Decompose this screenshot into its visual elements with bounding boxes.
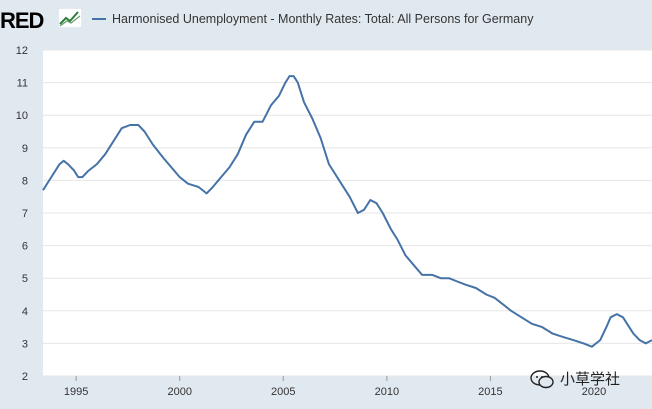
chart-legend[interactable]: Harmonised Unemployment - Monthly Rates:… [92, 12, 533, 26]
y-tick-label: 12 [16, 45, 28, 57]
y-tick-label: 11 [17, 78, 28, 90]
y-tick-label: 10 [16, 110, 28, 122]
y-axis-ticks: 2 3 4 5 6 7 8 9 10 11 12 [16, 45, 28, 383]
watermark-text: 小草学社 [560, 371, 621, 388]
y-tick-label: 4 [22, 306, 28, 318]
chart-header: RED Harmonised Unemployment - Monthly Ra… [0, 0, 652, 40]
gridlines [43, 49, 652, 377]
series-group [42, 75, 652, 348]
x-tick-label: 2015 [478, 386, 502, 398]
watermark: 小草学社 [530, 368, 620, 389]
x-tick-label: 2020 [582, 386, 606, 398]
y-tick-label: 2 [22, 371, 28, 383]
y-tick-label: 8 [22, 175, 28, 187]
y-tick-label: 6 [22, 241, 28, 253]
x-tick-label: 2010 [375, 386, 399, 398]
x-tick-label: 2000 [167, 386, 191, 398]
wechat-icon [530, 369, 554, 388]
legend-swatch [92, 18, 106, 20]
x-axis-ticks: 1995 2000 2005 2010 2015 2020 [64, 376, 606, 398]
line-chart-logo-icon [58, 8, 82, 28]
y-tick-label: 9 [22, 143, 28, 155]
x-tick-label: 1995 [64, 386, 88, 398]
fred-logo: RED [0, 8, 44, 33]
y-tick-label: 3 [22, 338, 28, 350]
x-tick-label: 2005 [271, 386, 295, 398]
y-tick-label: 5 [22, 273, 28, 285]
series-line [42, 75, 652, 348]
legend-label: Harmonised Unemployment - Monthly Rates:… [112, 12, 534, 26]
y-tick-label: 7 [22, 208, 28, 220]
